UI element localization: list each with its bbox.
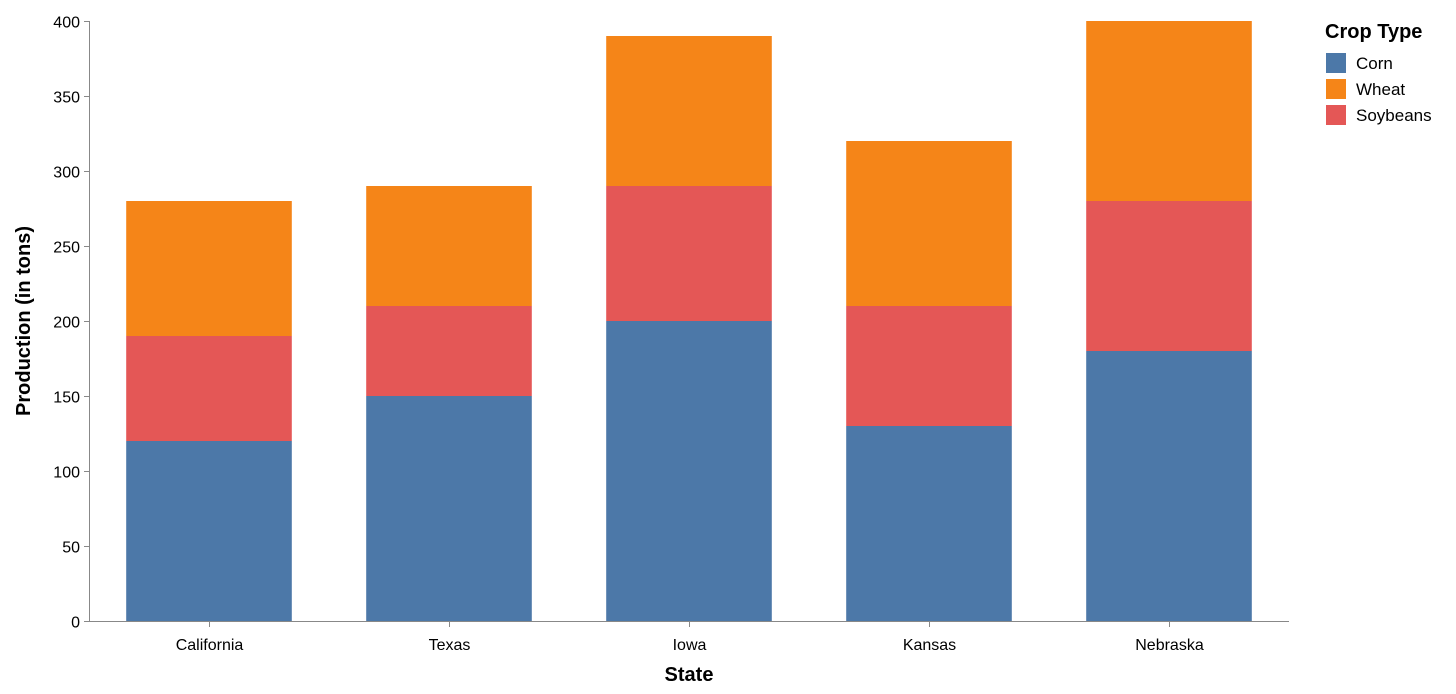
bar-iowa-soybeans (606, 186, 772, 321)
bar-california-soybeans (126, 336, 292, 441)
x-tick-label: Nebraska (1135, 637, 1204, 654)
y-tick-label: 200 (53, 315, 80, 332)
y-axis: 0 50 100 150 200 250 300 350 400 (53, 15, 90, 632)
bar-california-corn (126, 441, 292, 621)
x-axis: California Texas Iowa Kansas Nebraska (89, 621, 1289, 654)
bar-kansas-wheat (846, 141, 1012, 306)
bar-kansas-corn (846, 426, 1012, 621)
y-tick-label: 50 (62, 540, 80, 557)
legend-label-corn: Corn (1356, 54, 1393, 73)
legend-swatch-corn (1326, 53, 1346, 73)
y-axis-title: Production (in tons) (13, 226, 35, 416)
bar-texas-soybeans (366, 306, 532, 396)
y-tick-label: 300 (53, 165, 80, 182)
x-tick-label: Kansas (903, 637, 956, 654)
y-tick-label: 400 (53, 15, 80, 32)
bar-nebraska-wheat (1086, 21, 1252, 201)
bar-nebraska-corn (1086, 351, 1252, 621)
y-tick-label: 150 (53, 390, 80, 407)
legend-title: Crop Type (1325, 21, 1422, 43)
bar-texas-corn (366, 396, 532, 621)
x-tick-label: Texas (429, 637, 471, 654)
bar-california-wheat (126, 201, 292, 336)
bar-iowa-corn (606, 321, 772, 621)
y-tick-label: 350 (53, 90, 80, 107)
legend: Crop Type Corn Wheat Soybeans (1325, 21, 1432, 125)
legend-swatch-soybeans (1326, 105, 1346, 125)
x-tick-label: California (176, 637, 244, 654)
x-tick-label: Iowa (673, 637, 707, 654)
bar-nebraska-soybeans (1086, 201, 1252, 351)
bars-layer (126, 21, 1252, 621)
y-tick-label: 250 (53, 240, 80, 257)
y-tick-label: 100 (53, 465, 80, 482)
y-tick-label: 0 (71, 615, 80, 632)
legend-swatch-wheat (1326, 79, 1346, 99)
bar-texas-wheat (366, 186, 532, 306)
bar-iowa-wheat (606, 36, 772, 186)
legend-label-wheat: Wheat (1356, 80, 1405, 99)
x-axis-title: State (665, 664, 714, 686)
bar-kansas-soybeans (846, 306, 1012, 426)
legend-label-soybeans: Soybeans (1356, 106, 1432, 125)
